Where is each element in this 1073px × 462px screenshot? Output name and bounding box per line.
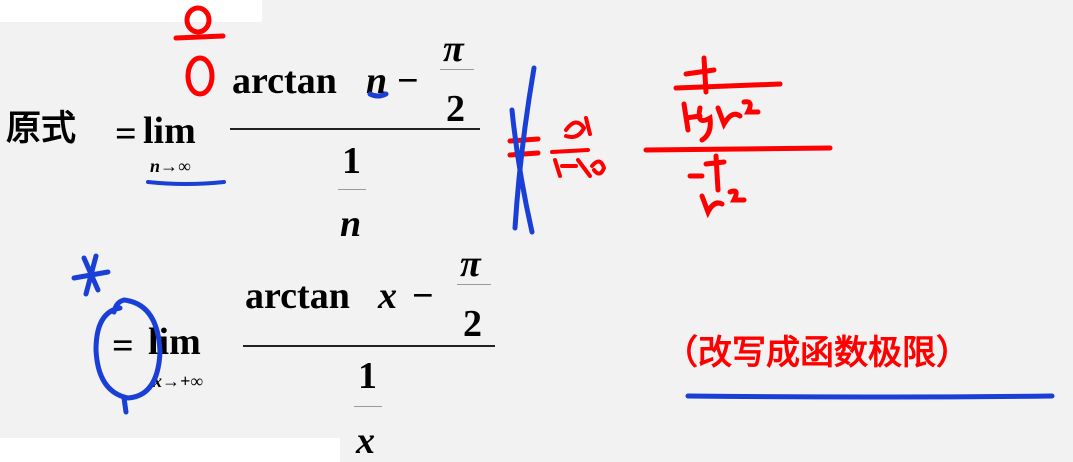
pi-1: π [443,28,464,70]
one-over-n-bar-1 [338,189,366,190]
arctan-2: arctan [245,275,350,317]
denominator-var-2: x [356,420,375,462]
numerator-var-1: n [366,60,388,102]
pi-fraction-bar-2 [457,284,491,285]
red-lim-scribble-icon [550,116,607,178]
red-derivative-fraction-icon [643,55,833,219]
arctan-1: arctan [232,60,337,102]
minus-1: − [397,60,419,102]
blue-note-underline-icon [685,393,1055,400]
main-fraction-bar-1 [230,128,480,130]
limit-sub-1: n→∞ [150,156,191,176]
two-2: 2 [463,303,482,345]
numerator-var-2: x [378,275,397,317]
main-fraction-bar-2 [243,345,495,347]
lhs-label: 原式 [6,109,77,149]
red-zero-over-zero-icon [173,5,226,97]
denominator-var-1: n [340,203,362,245]
pi-fraction-bar-1 [440,69,474,70]
lim-1: lim [143,110,196,152]
white-strip-bottom [0,438,340,462]
limit-sub-2: x→+∞ [153,371,204,391]
white-strip-top [0,0,262,22]
one-over-x-bar-2 [354,406,382,407]
denominator-one-1: 1 [342,140,361,182]
two-1: 2 [446,88,465,130]
blue-tail-icon [121,395,129,415]
blue-star-icon [71,253,111,297]
minus-2: − [412,275,434,317]
blue-underline-n-icon [367,91,389,99]
equals-sign-1: = [115,113,137,155]
denominator-one-2: 1 [358,355,377,397]
blue-circle-icon [93,297,163,401]
equals-sign-2: = [112,325,134,367]
pi-2: π [460,243,481,285]
blue-cross-out-icon [509,65,537,235]
note-rewrite-as-function-limit: （改写成函数极限） [664,333,970,373]
blue-underline-icon [146,180,226,186]
